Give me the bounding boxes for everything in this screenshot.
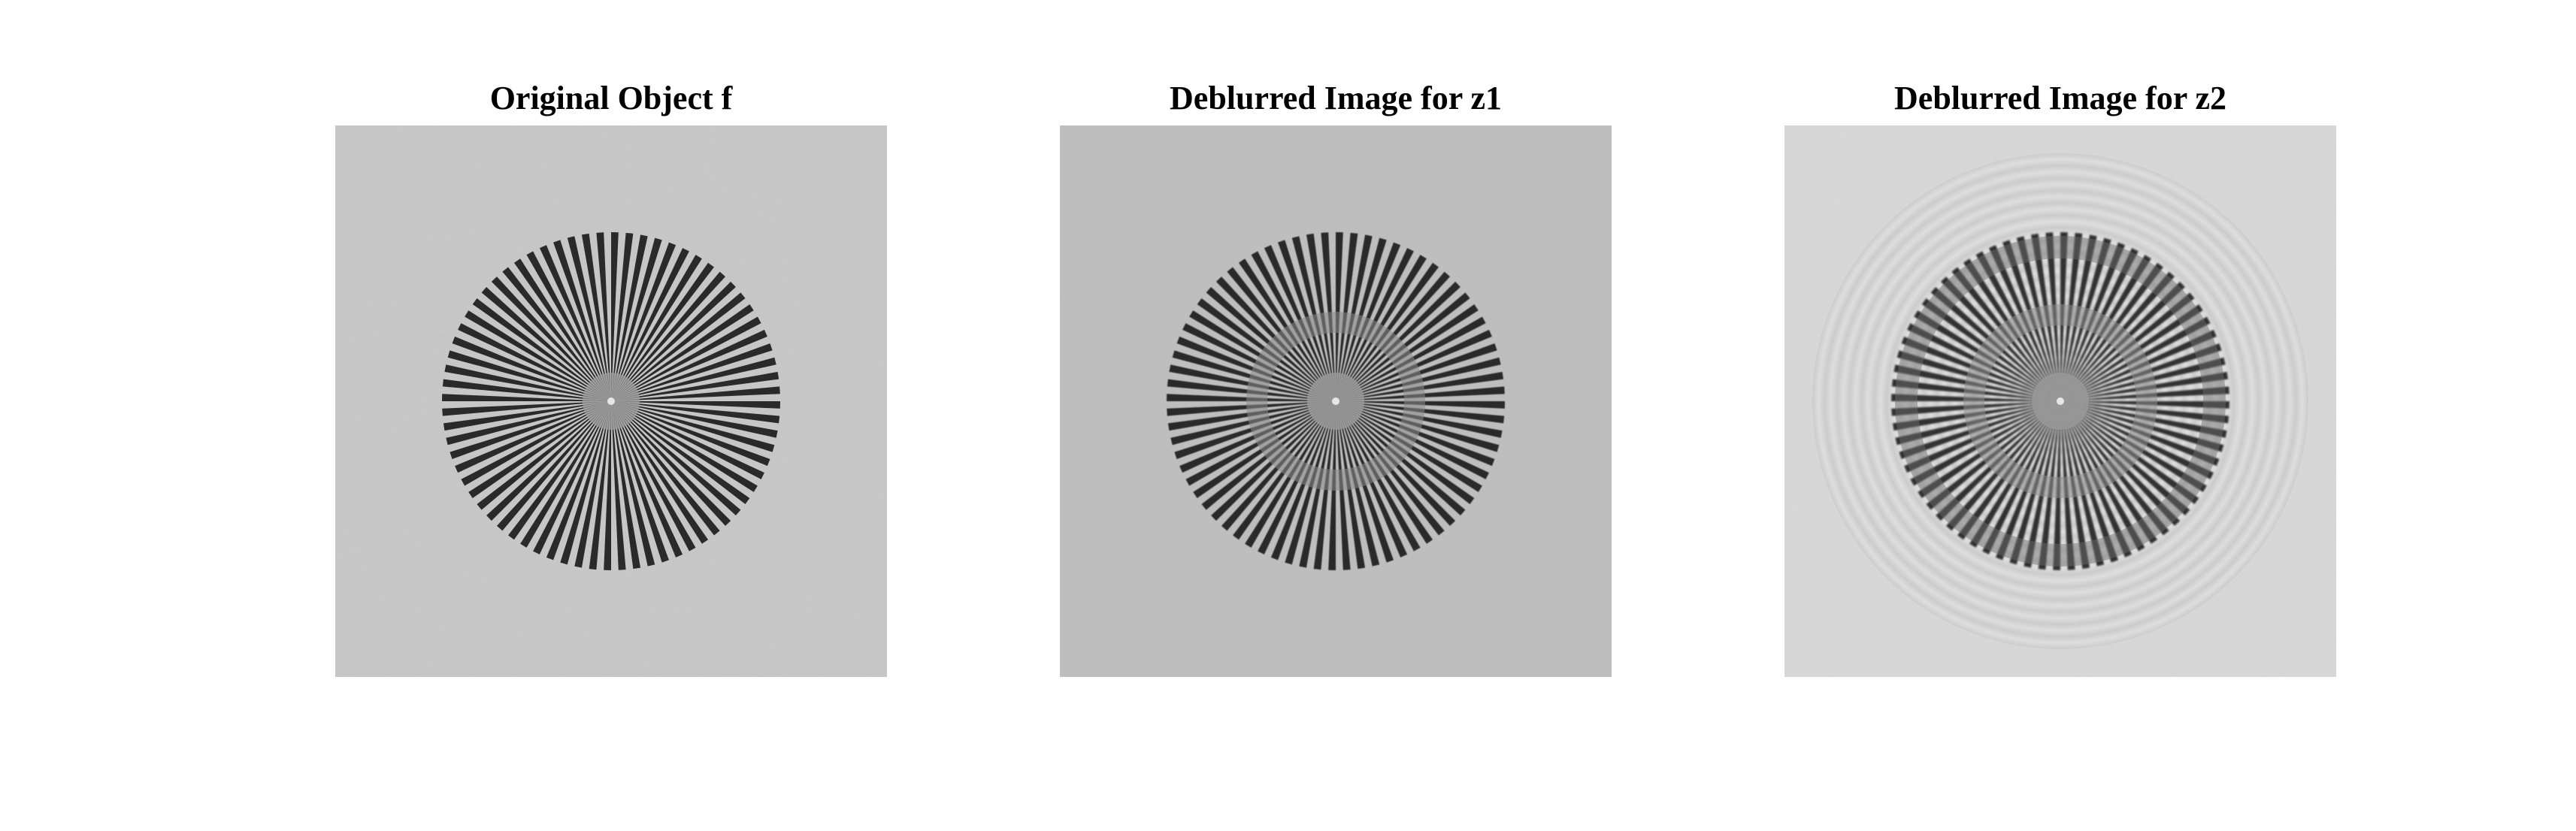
center-dot: [607, 397, 615, 405]
center-dot: [2057, 397, 2064, 405]
siemens-star-image: [1060, 125, 1612, 677]
siemens-star-image: [1784, 125, 2336, 677]
panel-title: Deblurred Image for z1: [1060, 75, 1612, 122]
panel-title: Original Object f: [335, 75, 887, 122]
siemens-star-image: [335, 125, 887, 677]
panel-title: Deblurred Image for z2: [1784, 75, 2336, 122]
center-dot: [1332, 397, 1339, 405]
